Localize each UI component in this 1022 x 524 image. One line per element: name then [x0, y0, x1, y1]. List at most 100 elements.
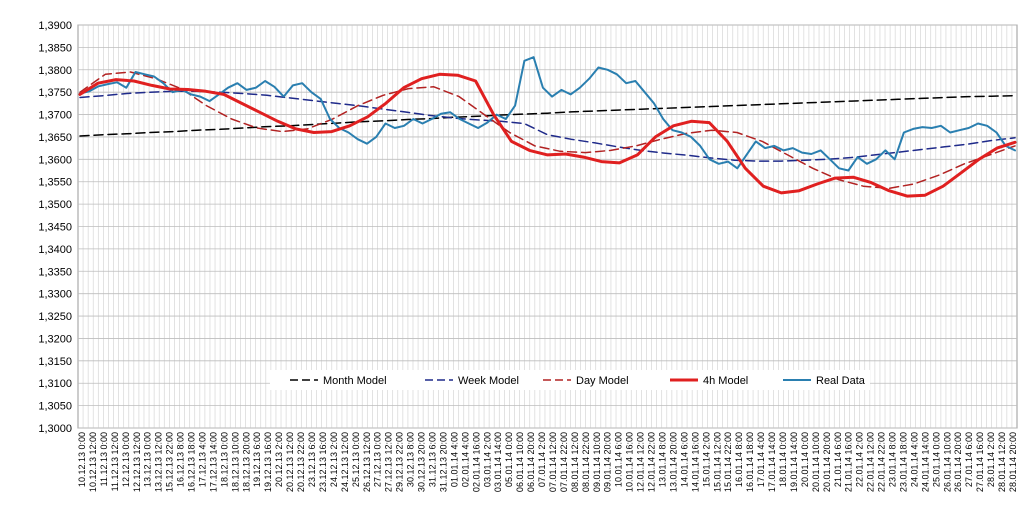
x-tick-label: 15.12.13 22:00	[165, 432, 175, 492]
x-tick-label: 27.12.13 12:00	[384, 432, 394, 492]
x-tick-label: 12.12.13 12:00	[132, 432, 142, 492]
x-tick-label: 03.01.14 14:00	[493, 432, 503, 492]
y-tick-label: 1,3000	[38, 423, 72, 435]
x-tick-label: 17.12.13 14:00	[208, 432, 218, 492]
x-tick-label: 11.12.13 12:00	[110, 432, 120, 491]
y-tick-label: 1,3650	[38, 132, 72, 144]
legend-entry: Month Model	[323, 375, 387, 387]
x-tick-label: 17.01.14 4:00	[756, 432, 766, 487]
x-tick-label: 15.01.14 22:00	[723, 432, 733, 492]
x-tick-label: 27.01.14 6:00	[964, 432, 974, 487]
series-line-month-model	[79, 94, 1016, 137]
x-tick-label: 13.01.14 8:00	[658, 432, 668, 487]
x-tick-label: 17.01.14 14:00	[767, 432, 777, 492]
y-tick-label: 1,3150	[38, 356, 72, 368]
x-tick-label: 18.01.14 0:00	[778, 432, 788, 487]
x-tick-label: 09.01.14 20:00	[603, 432, 613, 492]
x-tick-label: 28.01.14 12:00	[997, 432, 1007, 492]
x-tick-label: 15.01.14 2:00	[701, 432, 711, 487]
x-tick-label: 21.01.14 6:00	[833, 432, 843, 487]
x-tick-label: 06.01.14 20:00	[526, 432, 536, 492]
x-tick-label: 12.01.14 22:00	[647, 432, 657, 492]
x-tick-label: 20.12.13 12:00	[285, 432, 295, 492]
x-tick-label: 08.01.14 22:00	[581, 432, 591, 492]
x-tick-label: 20.01.14 20:00	[822, 432, 832, 492]
x-tick-label: 20.12.13 22:00	[296, 432, 306, 492]
x-tick-label: 23.01.14 18:00	[898, 432, 908, 492]
x-tick-label: 19.01.14 14:00	[789, 432, 799, 492]
x-tick-label: 01.01.14 4:00	[449, 432, 459, 487]
x-tick-label: 30.12.13 20:00	[417, 432, 427, 492]
x-tick-label: 14.01.14 16:00	[690, 432, 700, 492]
y-tick-label: 1,3050	[38, 401, 72, 413]
series-lines	[78, 56, 1017, 198]
x-tick-label: 18.12.13 0:00	[219, 432, 229, 487]
y-tick-label: 1,3200	[38, 333, 72, 345]
y-tick-label: 1,3900	[38, 20, 72, 32]
x-tick-label: 20.01.14 0:00	[800, 432, 810, 487]
x-tick-label: 27.01.14 16:00	[975, 432, 985, 492]
y-tick-label: 1,3450	[38, 222, 72, 234]
legend-entry: 4h Model	[703, 375, 748, 387]
x-tick-label: 11.12.13 0:00	[99, 432, 109, 486]
x-tick-label: 20.12.13 2:00	[274, 432, 284, 487]
x-tick-label: 25.01.14 0:00	[931, 432, 941, 487]
legend-entry: Real Data	[816, 375, 866, 387]
x-tick-label: 13.12.13 0:00	[143, 432, 153, 487]
legend-entry: Week Model	[458, 375, 519, 387]
x-tick-label: 18.12.13 20:00	[241, 432, 251, 492]
x-tick-label: 23.12.13 16:00	[318, 432, 328, 492]
x-tick-label: 26.01.14 10:00	[942, 432, 952, 492]
x-tick-label: 07.01.14 2:00	[537, 432, 547, 487]
x-tick-label: 31.12.13 20:00	[438, 432, 448, 492]
y-tick-label: 1,3600	[38, 154, 72, 166]
x-tick-label: 22.01.14 2:00	[855, 432, 865, 487]
x-tick-label: 19.12.13 16:00	[263, 432, 273, 492]
x-tick-label: 03.01.14 2:00	[482, 432, 492, 487]
grid	[77, 24, 1018, 429]
x-tick-label: 05.01.14 0:00	[504, 432, 514, 487]
y-tick-label: 1,3100	[38, 378, 72, 390]
legend: Month Model Week Model Day Model 4h Model Re…	[270, 370, 870, 390]
x-tick-label: 24.01.14 4:00	[909, 432, 919, 487]
y-tick-label: 1,3400	[38, 244, 72, 256]
x-tick-label: 23.12.13 6:00	[307, 432, 317, 487]
x-tick-label: 10.12.13 12:00	[88, 432, 98, 492]
y-tick-label: 1,3800	[38, 65, 72, 77]
x-tick-label: 24.12.13 12:00	[340, 432, 350, 492]
x-tick-label: 16.12.13 18:00	[187, 432, 197, 492]
series-line-week-model	[79, 90, 1016, 162]
x-tick-label: 28.01.14 20:00	[1008, 432, 1018, 492]
x-tick-label: 10.01.14 6:00	[614, 432, 624, 487]
x-tick-label: 20.01.14 10:00	[811, 432, 821, 492]
x-tick-label: 02.01.14 4:00	[460, 432, 470, 487]
x-tick-label: 13.01.14 20:00	[668, 432, 678, 492]
x-tick-label: 24.12.13 2:00	[329, 432, 339, 487]
x-tick-label: 26.01.14 20:00	[953, 432, 963, 492]
x-tick-label: 02.01.14 16:00	[471, 432, 481, 492]
x-tick-label: 12.01.14 12:00	[636, 432, 646, 492]
x-tick-label: 15.01.14 12:00	[712, 432, 722, 492]
x-tick-label: 16.01.14 8:00	[734, 432, 744, 487]
x-tick-label: 31.12.13 6:00	[427, 432, 437, 487]
x-tick-label: 12.12.13 0:00	[121, 432, 131, 487]
x-tick-label: 23.01.14 8:00	[888, 432, 898, 487]
x-tick-label: 21.01.14 16:00	[844, 432, 854, 492]
x-axis-tick-labels: 10.12.13 0:00 10.12.13 12:00 11.12.13 0:00…	[77, 432, 1018, 492]
x-tick-label: 25.12.13 0:00	[351, 432, 361, 487]
x-tick-label: 13.12.13 12:00	[154, 432, 164, 492]
x-tick-label: 30.12.13 8:00	[406, 432, 416, 487]
y-tick-label: 1,3850	[38, 42, 72, 54]
x-tick-label: 16.12.13 8:00	[176, 432, 186, 487]
x-tick-label: 07.01.14 12:00	[548, 432, 558, 492]
series-line-real-data	[79, 56, 1016, 172]
x-tick-label: 24.01.14 14:00	[920, 432, 930, 492]
x-tick-label: 07.01.14 22:00	[559, 432, 569, 492]
legend-entry: Day Model	[576, 375, 629, 387]
x-tick-label: 19.12.13 6:00	[252, 432, 262, 487]
x-tick-label: 26.12.13 12:00	[362, 432, 372, 492]
y-tick-label: 1,3500	[38, 199, 72, 211]
x-tick-label: 29.12.13 22:00	[395, 432, 405, 492]
x-tick-label: 28.01.14 2:00	[986, 432, 996, 487]
